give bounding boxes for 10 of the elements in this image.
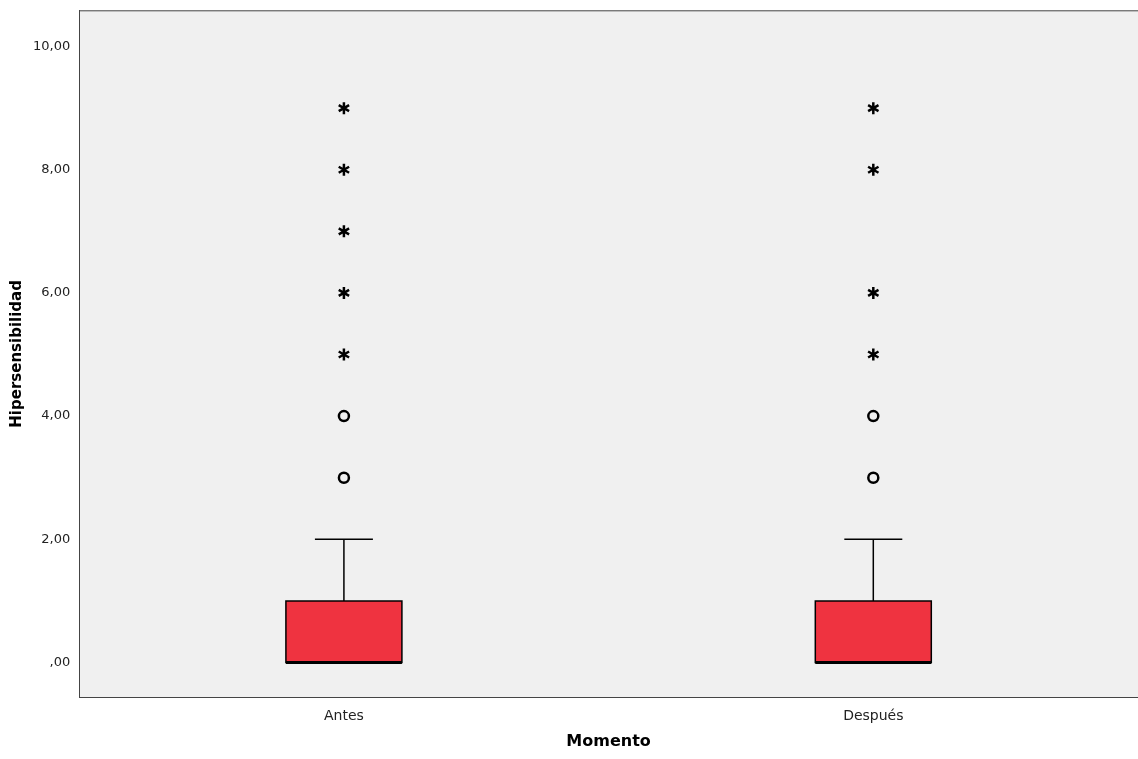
y-axis-title: Hipersensibilidad bbox=[6, 280, 25, 428]
y-tick-label: 10,00 bbox=[33, 37, 71, 53]
x-tick-label: Después bbox=[843, 707, 904, 724]
y-tick-label: 6,00 bbox=[41, 284, 71, 300]
y-tick-label: 4,00 bbox=[41, 407, 71, 423]
y-tick-label: ,00 bbox=[49, 653, 71, 669]
x-tick-label: Antes bbox=[323, 707, 364, 724]
x-axis-title: Momento bbox=[566, 730, 651, 750]
y-tick-label: 8,00 bbox=[41, 161, 71, 177]
y-tick-label: 2,00 bbox=[41, 530, 71, 546]
